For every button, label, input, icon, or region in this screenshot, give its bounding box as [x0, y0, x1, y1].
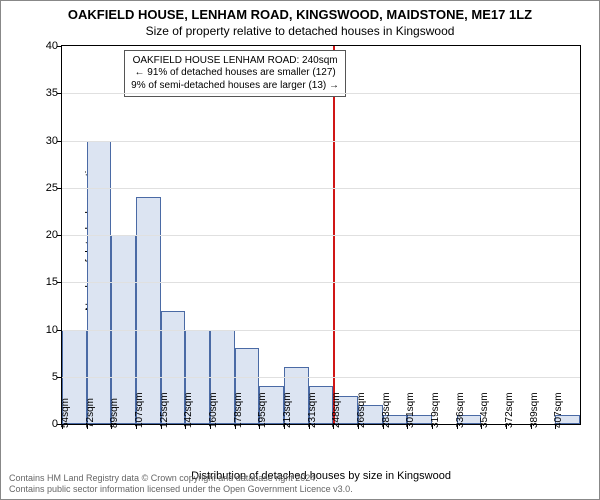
histogram-bar — [136, 197, 161, 424]
gridline — [62, 235, 580, 236]
x-tick-label: 213sqm — [282, 392, 293, 428]
y-tick-label: 20 — [46, 229, 62, 241]
chart-subtitle: Size of property relative to detached ho… — [1, 24, 599, 38]
x-tick-label: 107sqm — [134, 392, 145, 428]
gridline — [62, 93, 580, 94]
x-tick-label: 195sqm — [257, 392, 268, 428]
footer-line-1: Contains HM Land Registry data © Crown c… — [9, 473, 353, 484]
callout-line-1: OAKFIELD HOUSE LENHAM ROAD: 240sqm — [131, 55, 339, 68]
x-tick-label: 178sqm — [233, 392, 244, 428]
chart-container: OAKFIELD HOUSE, LENHAM ROAD, KINGSWOOD, … — [0, 0, 600, 500]
footer-line-2: Contains public sector information licen… — [9, 484, 353, 495]
x-tick-label: 54sqm — [60, 398, 71, 428]
x-tick-label: 301sqm — [405, 392, 416, 428]
y-tick-label: 10 — [46, 324, 62, 336]
x-tick-label: 248sqm — [331, 392, 342, 428]
footer-text: Contains HM Land Registry data © Crown c… — [9, 473, 353, 495]
x-tick-label: 231sqm — [307, 392, 318, 428]
gridline — [62, 141, 580, 142]
gridline — [62, 282, 580, 283]
y-tick-label: 5 — [52, 371, 62, 383]
x-tick-label: 125sqm — [159, 392, 170, 428]
plot-area: Number of detached properties Distributi… — [61, 45, 581, 425]
x-tick-label: 336sqm — [455, 392, 466, 428]
callout-line-3: 9% of semi-detached houses are larger (1… — [131, 80, 339, 93]
x-tick-label: 372sqm — [504, 392, 515, 428]
callout-box: OAKFIELD HOUSE LENHAM ROAD: 240sqm ← 91%… — [124, 50, 346, 98]
x-tick-label: 142sqm — [183, 392, 194, 428]
x-tick-label: 354sqm — [479, 392, 490, 428]
y-tick-label: 30 — [46, 135, 62, 147]
x-tick-label: 389sqm — [529, 392, 540, 428]
chart-title: OAKFIELD HOUSE, LENHAM ROAD, KINGSWOOD, … — [1, 7, 599, 22]
y-tick-label: 40 — [46, 40, 62, 52]
x-tick-label: 283sqm — [381, 392, 392, 428]
x-tick-label: 160sqm — [208, 392, 219, 428]
x-tick-label: 89sqm — [109, 398, 120, 428]
x-tick-label: 319sqm — [430, 392, 441, 428]
x-tick-label: 407sqm — [553, 392, 564, 428]
y-tick-label: 35 — [46, 87, 62, 99]
gridline — [62, 377, 580, 378]
callout-line-2: ← 91% of detached houses are smaller (12… — [131, 67, 339, 80]
gridline — [62, 330, 580, 331]
x-tick-label: 266sqm — [356, 392, 367, 428]
y-tick-label: 25 — [46, 182, 62, 194]
x-tick-label: 72sqm — [85, 398, 96, 428]
y-tick-label: 15 — [46, 276, 62, 288]
gridline — [62, 188, 580, 189]
